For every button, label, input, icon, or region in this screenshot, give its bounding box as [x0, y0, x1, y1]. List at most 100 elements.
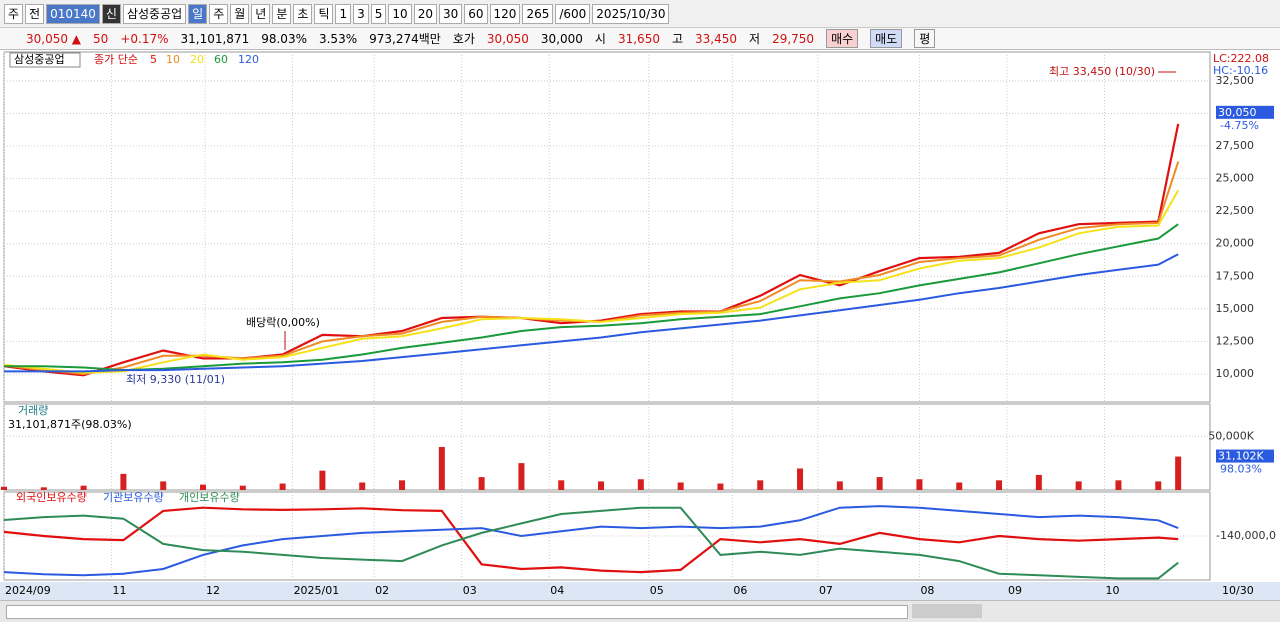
- bar: [757, 480, 764, 490]
- info-bar: 30,050 ▲ 50 +0.17% 31,101,871 98.03% 3.53% 973…: [0, 28, 1280, 50]
- info-item: 973,274백만: [369, 32, 441, 46]
- x-tick-label: 05: [650, 584, 664, 597]
- x-tick-label: 10: [1106, 584, 1120, 597]
- bar: [956, 482, 963, 490]
- x-tick-label: 06: [733, 584, 747, 597]
- bar: [916, 479, 923, 490]
- legend-entry: 기관보유수량: [103, 491, 164, 504]
- bar: [598, 481, 605, 490]
- code[interactable]: 010140: [46, 3, 100, 24]
- bar: [1155, 481, 1162, 490]
- annotation: 최저 9,330 (11/01): [126, 373, 225, 386]
- toolbar: 주 전 010140 신 삼성중공업 일 주 월 년 분 초 틱 1 3 5 10 20 30 60 120 265/6…: [0, 0, 1280, 28]
- date[interactable]: 2025/10/30: [592, 3, 670, 24]
- bar: [717, 483, 724, 490]
- info-item: 31,650: [617, 31, 660, 46]
- interval-button[interactable]: 1: [335, 3, 352, 24]
- info-item: 시: [594, 32, 606, 46]
- series-line: [4, 223, 1179, 372]
- buy-button[interactable]: 매수: [826, 29, 859, 48]
- legend-entry: 20: [190, 53, 204, 66]
- y-tick-label: 12,500: [1216, 334, 1255, 347]
- bar: [797, 468, 804, 490]
- bar: [996, 480, 1003, 490]
- bar: [677, 482, 684, 490]
- period-button[interactable]: 년: [251, 3, 271, 24]
- interval-button[interactable]: 10: [388, 3, 412, 24]
- market[interactable]: 주: [4, 3, 24, 24]
- bar: [1035, 474, 1042, 490]
- y-tick-label: -140,000,0: [1216, 529, 1276, 542]
- badge: 신: [101, 3, 121, 24]
- y-tick-label: 32,500: [1216, 74, 1255, 87]
- info-item: 30,050: [486, 31, 529, 46]
- period-button[interactable]: 일: [188, 3, 208, 24]
- interval-button[interactable]: 30: [438, 3, 463, 24]
- legend-box: [9, 52, 81, 68]
- bar: [319, 470, 326, 490]
- period-button[interactable]: 틱: [314, 3, 334, 24]
- annotation: HC:-10.16: [1213, 64, 1268, 77]
- series-line: [4, 253, 1179, 373]
- info-item: 고: [671, 32, 684, 46]
- legend-entry: 개인보유수량: [179, 491, 240, 504]
- bar: [1, 486, 7, 490]
- period-button[interactable]: 주: [209, 3, 229, 24]
- volume-panel: [3, 403, 1211, 491]
- series-line: [3, 505, 1179, 577]
- bar: [438, 447, 445, 490]
- series-line: [3, 189, 1180, 374]
- price-panel: [3, 51, 1211, 403]
- bar: [558, 480, 565, 490]
- info-item: +0.17%: [120, 31, 169, 46]
- period-button[interactable]: 월: [230, 3, 250, 24]
- x-tick-label: 11: [112, 584, 126, 597]
- interval-button[interactable]: 120: [489, 3, 521, 24]
- interval-button[interactable]: 5: [370, 3, 387, 24]
- count[interactable]: 265: [522, 3, 554, 24]
- avg-button[interactable]: 평: [914, 29, 936, 48]
- panel-title: 거래량: [18, 404, 48, 417]
- y-tick-label: 25,000: [1216, 172, 1255, 185]
- period-button[interactable]: 분: [272, 3, 292, 24]
- bar: [836, 481, 843, 490]
- x-tick-label: 04: [550, 584, 564, 597]
- info-item: 3.53%: [318, 31, 358, 46]
- x-tick-label: 09: [1008, 584, 1022, 597]
- y-tick-label: 20,000: [1216, 237, 1255, 250]
- current-volume: 31,102K: [1218, 450, 1264, 463]
- annotation: 최고 33,450 (10/30): [1049, 65, 1155, 78]
- series-line: [3, 506, 1179, 580]
- info-item: 33,450: [695, 31, 738, 46]
- info-item: 29,750: [772, 31, 815, 46]
- y-tick-label: 27,500: [1216, 139, 1255, 152]
- annotation: LC:222.08: [1213, 52, 1269, 65]
- bar: [279, 483, 286, 490]
- info-item: 50: [93, 31, 109, 46]
- date-axis: [0, 582, 1280, 600]
- legend-entry: 5: [150, 53, 157, 66]
- volume-box: [1216, 449, 1274, 463]
- interval-button[interactable]: 3: [353, 3, 369, 24]
- prev[interactable]: 전: [25, 3, 45, 24]
- sell-button[interactable]: 매도: [870, 29, 903, 48]
- bar: [239, 485, 246, 490]
- period-button[interactable]: 초: [293, 3, 313, 24]
- current-change: -4.75%: [1220, 119, 1259, 132]
- bar: [80, 485, 87, 490]
- scroll-bar: [0, 600, 1280, 622]
- count-max: /600: [555, 3, 591, 24]
- scroll-track[interactable]: [6, 605, 908, 619]
- info-item: 30,050 ▲: [26, 31, 82, 46]
- interval-button[interactable]: 60: [464, 3, 488, 24]
- volume-ratio: 98.03%: [1220, 463, 1262, 476]
- legend-label: 종가 단순: [94, 53, 138, 66]
- y-tick-label: 22,500: [1216, 204, 1255, 217]
- nav-buttons[interactable]: [912, 604, 982, 618]
- legend-name: 삼성중공업: [14, 53, 65, 66]
- bar: [399, 480, 406, 490]
- chart: 2024/09 11 12 2025/01 02 03 04 05 06 07 08 09 10 10,0…: [0, 51, 1280, 600]
- bar: [637, 479, 644, 490]
- interval-button[interactable]: 20: [413, 3, 437, 24]
